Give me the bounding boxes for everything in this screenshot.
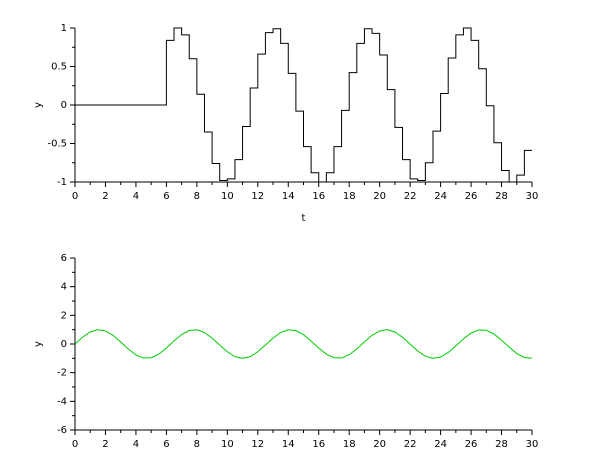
x-tick-label: 18 [343, 439, 356, 450]
x-tick-label: 8 [194, 439, 200, 450]
y-tick-label: 4 [61, 282, 67, 293]
x-tick-label: 4 [133, 191, 139, 202]
x-tick-label: 12 [251, 191, 264, 202]
x-tick-label: 30 [526, 191, 539, 202]
x-tick-label: 14 [282, 439, 295, 450]
x-tick-label: 0 [72, 439, 78, 450]
y-tick-label: -0.5 [47, 139, 67, 150]
x-tick-label: 12 [251, 439, 264, 450]
x-tick-label: 22 [404, 439, 417, 450]
x-tick-label: 6 [163, 191, 169, 202]
y-axis-label: y [33, 102, 44, 108]
x-tick-label: 26 [465, 439, 478, 450]
x-tick-label: 24 [434, 439, 447, 450]
x-tick-label: 26 [465, 191, 478, 202]
y-axis-label: y [33, 341, 44, 347]
x-tick-label: 16 [312, 191, 325, 202]
x-tick-label: 18 [343, 191, 356, 202]
y-tick-label: 2 [61, 310, 67, 321]
line [74, 329, 533, 359]
x-tick-label: 10 [221, 439, 234, 450]
x-tick-label: 16 [312, 439, 325, 450]
x-tick-label: 20 [373, 439, 386, 450]
x-tick-label: 4 [133, 439, 139, 450]
x-tick-label: 22 [404, 191, 417, 202]
x-tick-label: 28 [495, 191, 508, 202]
x-tick-label: 2 [102, 191, 108, 202]
x-tick-label: 28 [495, 439, 508, 450]
y-tick-label: -1 [57, 177, 67, 188]
y-tick-label: -2 [57, 368, 67, 379]
y-tick-label: 1 [61, 23, 67, 34]
x-tick-label: 10 [221, 191, 234, 202]
x-tick-label: 6 [163, 439, 169, 450]
y-tick-label: 6 [61, 253, 67, 264]
y-tick-label: -6 [57, 425, 67, 436]
x-tick-label: 24 [434, 191, 447, 202]
x-tick-label: 30 [526, 439, 539, 450]
x-axis-label: t [302, 213, 306, 224]
y-tick-label: 0 [61, 100, 67, 111]
x-tick-label: 8 [194, 191, 200, 202]
y-tick-label: -4 [57, 396, 67, 407]
step-line [75, 27, 532, 183]
x-tick-label: 20 [373, 191, 386, 202]
y-tick-label: 0.5 [51, 62, 67, 73]
x-tick-label: 2 [102, 439, 108, 450]
x-tick-label: 14 [282, 191, 295, 202]
y-tick-label: 0 [61, 339, 67, 350]
x-tick-label: 0 [72, 191, 78, 202]
